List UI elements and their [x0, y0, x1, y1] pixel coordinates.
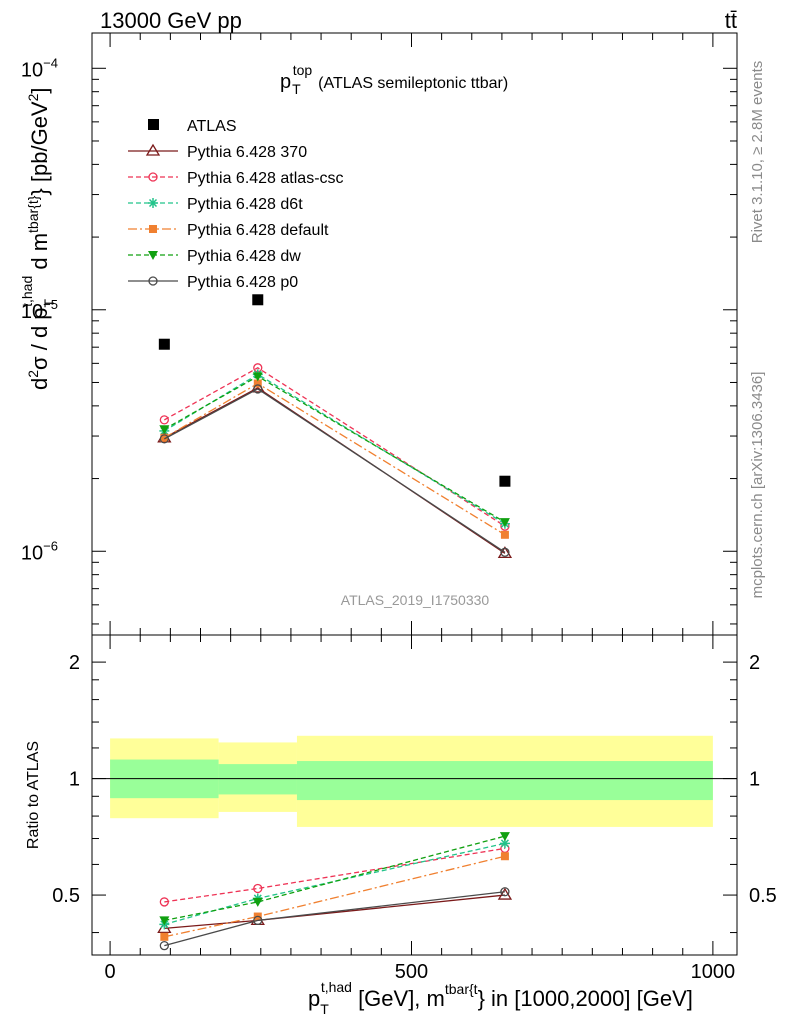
ratio-plot-frame [91, 634, 738, 956]
ratio-marker-dw [252, 897, 263, 907]
legend-marker-dw [148, 251, 158, 260]
legend-marker-default [149, 225, 157, 233]
legend-marker-p0 [148, 276, 158, 286]
data-point-atlas [252, 294, 264, 306]
ratio-marker-dw [499, 832, 510, 842]
series-marker-default [160, 433, 169, 442]
legend-label-atlas-csc: Pythia 6.428 atlas-csc [187, 170, 344, 187]
data-point-atlas [158, 338, 170, 350]
ratio-marker-d6t-stroke [500, 839, 509, 848]
legend-label-default: Pythia 6.428 default [187, 222, 329, 239]
axis-ticks [92, 33, 737, 955]
ratio-line-atlas-csc [164, 847, 506, 903]
ratio-tick-label-0p5-right: 0.5 [749, 885, 777, 907]
ratio-tick-label-1: 1 [69, 769, 80, 791]
series-marker-p0 [159, 434, 169, 444]
ratio-marker-p0 [253, 915, 263, 926]
rivet-version-label: Rivet 3.1.10, ≥ 2.8M events [749, 61, 766, 244]
legend-label-atlas: ATLAS [187, 118, 237, 135]
series-layer [157, 294, 513, 951]
ratio-tick-label-0p5: 0.5 [52, 885, 80, 907]
upper-tick-label-1e-4: 10−4 [21, 55, 58, 81]
upper-y-tick-labels: 10−4 10−5 10−6 [21, 55, 58, 564]
ratio-marker-p0 [159, 941, 169, 951]
x-tick-label-0: 0 [105, 961, 116, 983]
series-marker-default [253, 379, 262, 388]
series-line-d6t [163, 373, 506, 525]
series-marker-dw [499, 518, 510, 528]
ratio-tick-label-2-right: 2 [749, 652, 760, 674]
series-marker-atlas-csc [159, 415, 169, 425]
ratio-marker-default [160, 932, 169, 941]
legend-label-p0: Pythia 6.428 p0 [187, 274, 298, 291]
series-line-p0 [164, 388, 506, 553]
legend-label-dw: Pythia 6.428 dw [187, 248, 301, 265]
ratio-y-axis-label: Ratio to ATLAS [25, 741, 42, 849]
series-marker-dw [159, 425, 170, 435]
ratio-line-p0 [164, 891, 505, 947]
ratio-marker-default [500, 852, 509, 861]
ratio-marker-dw [159, 916, 170, 926]
ratio-marker-p0 [500, 887, 510, 897]
legend-label-d6t: Pythia 6.428 d6t [187, 196, 303, 213]
stat-uncertainty-band [296, 761, 713, 801]
x-tick-labels: 0 500 1000 [105, 961, 736, 983]
series-marker-default [500, 530, 509, 539]
ratio-tick-label-1-right: 1 [749, 769, 760, 791]
ratio-uncertainty-bands [110, 735, 713, 827]
legend-marker-d6t-stroke [148, 198, 158, 208]
x-axis-label: pTt,had [GeV], mtbar{t} in [1000,2000] [… [308, 979, 693, 1017]
series-line-dw [164, 375, 506, 523]
upper-tick-label-1e-6: 10−6 [21, 538, 58, 564]
series-marker-p0 [500, 547, 510, 557]
series-line-default [164, 382, 506, 536]
stat-uncertainty-band [218, 764, 297, 795]
legend-marker-d6t [148, 198, 158, 208]
legend-symbol-atlas [148, 119, 159, 130]
legend-label-370: Pythia 6.428 370 [187, 144, 307, 161]
legend-marker-atlas-csc [148, 172, 158, 182]
series-marker-dw [252, 372, 263, 382]
data-point-atlas [499, 475, 511, 487]
series-line-atlas-csc [164, 367, 506, 527]
upper-y-axis-label: d2σ / d pTt,had d mtbar{t}} [pb/GeV2] [19, 87, 57, 390]
upper-tick-label-1e-5: 10−5 [21, 297, 58, 323]
ratio-line-default [164, 855, 506, 938]
x-tick-label-500: 500 [395, 961, 428, 983]
ratio-marker-atlas-csc [159, 897, 169, 907]
header-process: tt̄ [725, 8, 737, 33]
mcplots-label: mcplots.cern.ch [arXiv:1306.3436] [749, 372, 766, 599]
ratio-tick-label-2: 2 [69, 652, 80, 674]
ratio-y-tick-labels: 2 1 0.5 2 1 0.5 [52, 652, 777, 907]
legend-marker-370 [145, 143, 161, 156]
ratio-marker-atlas-csc [253, 883, 263, 894]
plot-title: pTtop(ATLAS semileptonic ttbar) [280, 62, 508, 97]
legend: ATLAS Pythia 6.428 370 Pythia 6.428 atla… [128, 118, 344, 291]
series-line-370 [164, 387, 506, 554]
legend-symbols [128, 119, 178, 286]
header-energy: 13000 GeV pp [100, 8, 242, 33]
analysis-watermark: ATLAS_2019_I1750330 [341, 592, 490, 608]
ratio-line-dw [164, 835, 506, 922]
series-marker-p0 [253, 384, 263, 394]
series-marker-370 [497, 546, 513, 559]
x-tick-label-1000: 1000 [691, 961, 736, 983]
